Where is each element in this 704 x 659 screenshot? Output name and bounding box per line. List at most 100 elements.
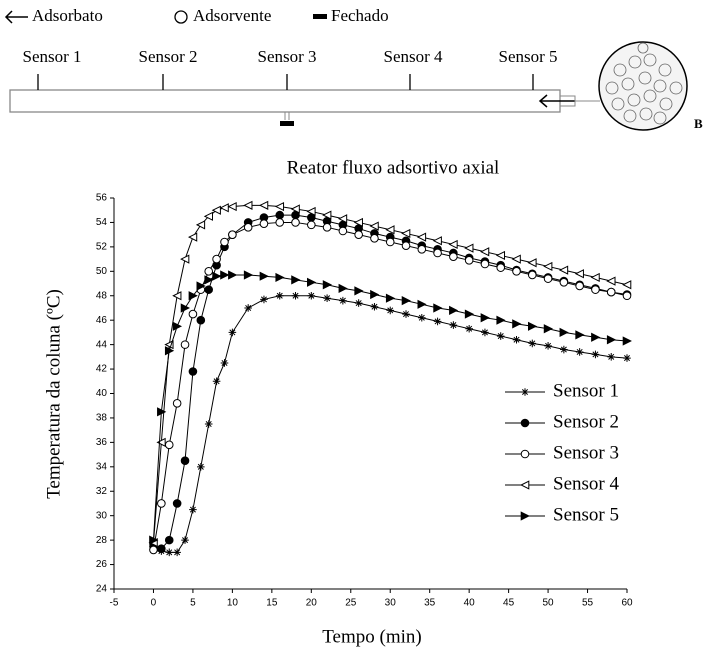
point: [418, 313, 426, 322]
point: [370, 234, 379, 243]
point: [558, 265, 569, 275]
point: [416, 232, 427, 242]
point: [164, 346, 175, 356]
point: [306, 206, 316, 217]
point: [520, 449, 530, 459]
x-tick-label: 45: [503, 598, 515, 609]
point: [354, 286, 364, 296]
y-tick-label: 52: [96, 242, 108, 253]
point: [274, 201, 285, 212]
y-tick-label: 32: [96, 486, 108, 497]
point: [322, 223, 332, 232]
point: [559, 278, 569, 287]
point: [527, 270, 537, 280]
point: [520, 480, 530, 490]
inlet-pipe: [560, 95, 600, 107]
point: [260, 295, 268, 304]
point: [464, 309, 475, 319]
y-tick-label: 54: [96, 217, 108, 228]
point: [575, 281, 584, 291]
point: [157, 407, 167, 417]
valve-pipe: [284, 112, 290, 120]
x-tick-label: 55: [582, 598, 594, 609]
point: [433, 248, 442, 258]
point: [180, 254, 190, 264]
point: [544, 342, 552, 350]
point: [307, 291, 316, 300]
point: [149, 535, 159, 545]
legend-text: Fechado: [331, 6, 389, 25]
point: [164, 535, 174, 545]
point: [197, 463, 205, 471]
point: [322, 280, 333, 290]
x-tick-label: 50: [543, 598, 555, 609]
point: [402, 310, 410, 318]
point: [188, 291, 198, 301]
point: [275, 210, 285, 220]
point: [575, 330, 585, 340]
point: [337, 214, 348, 224]
point: [606, 287, 616, 297]
y-tick-label: 40: [96, 388, 108, 399]
point: [574, 269, 584, 279]
point: [338, 226, 348, 236]
point: [606, 276, 616, 286]
point: [189, 505, 197, 514]
point: [464, 243, 474, 253]
point: [322, 210, 332, 220]
point: [448, 239, 458, 250]
point: [559, 327, 569, 338]
sensor-label: Sensor 2: [138, 47, 197, 66]
point: [527, 258, 537, 268]
point: [528, 339, 537, 348]
point: [590, 272, 600, 283]
x-tick-label: 0: [151, 598, 157, 609]
y-tick-label: 36: [96, 437, 108, 448]
point: [172, 321, 183, 331]
point: [220, 359, 229, 367]
point: [212, 377, 221, 386]
point: [188, 367, 198, 376]
point: [180, 456, 190, 466]
point: [449, 321, 458, 329]
series: [148, 200, 632, 548]
point: [291, 275, 301, 285]
point: [196, 281, 206, 291]
point: [212, 254, 221, 264]
point: [520, 511, 530, 521]
point: [275, 218, 285, 227]
point: [401, 241, 411, 250]
point: [354, 230, 363, 239]
point: [591, 350, 600, 359]
point: [307, 220, 316, 230]
point: [543, 274, 553, 283]
point: [220, 270, 230, 280]
point: [496, 315, 506, 325]
point: [157, 499, 166, 508]
sensor-label: Sensor 4: [383, 47, 443, 66]
point: [512, 319, 522, 329]
cross-section: [598, 41, 688, 131]
column-tube: [9, 89, 561, 113]
x-tick-label: 30: [385, 598, 397, 609]
point: [259, 271, 269, 281]
point: [164, 440, 174, 450]
y-tick-label: 28: [96, 535, 108, 546]
point: [220, 237, 229, 247]
point: [385, 237, 395, 247]
point: [480, 313, 490, 323]
legend-label: Sensor 4: [553, 473, 619, 494]
point: [228, 270, 238, 280]
point: [369, 221, 379, 231]
point: [228, 328, 237, 337]
x-tick-label: 5: [190, 598, 196, 609]
sensor-label: Sensor 5: [498, 47, 557, 66]
point: [521, 388, 529, 396]
point: [259, 219, 269, 228]
point: [401, 296, 411, 306]
series: [149, 291, 631, 557]
y-tick-label: 46: [96, 315, 108, 326]
sensor-label: Sensor 3: [257, 47, 316, 66]
point: [449, 252, 458, 261]
point: [204, 285, 214, 294]
